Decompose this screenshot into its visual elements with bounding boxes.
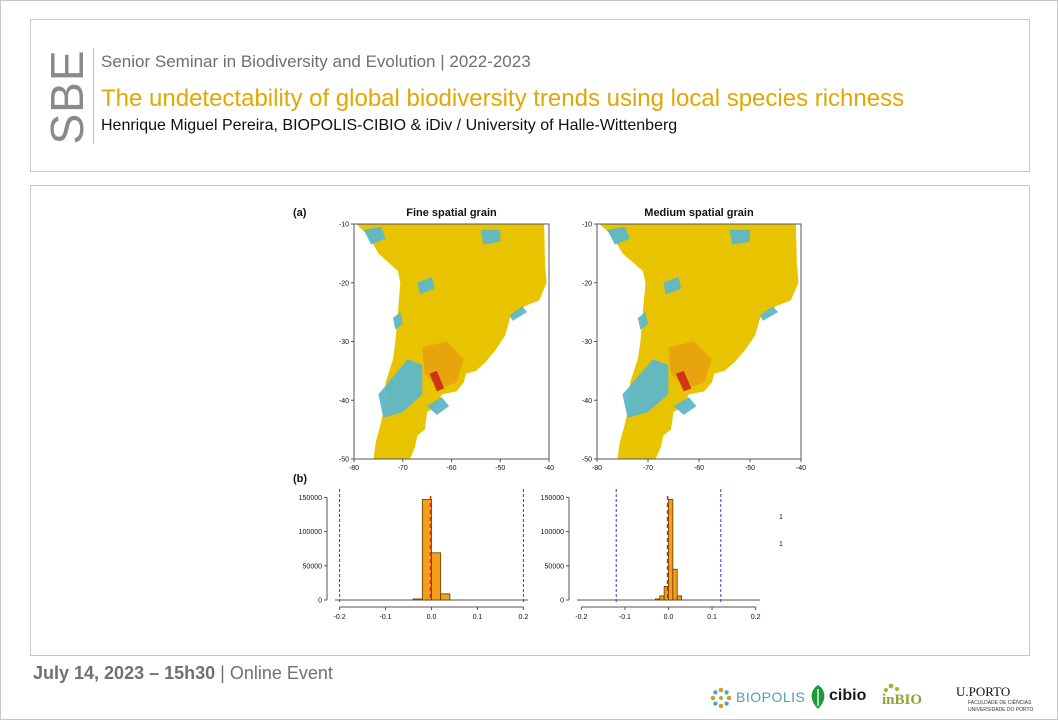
fine-map-y-tick-label: -40 [339,398,349,405]
header-panel: SBE Senior Seminar in Biodiversity and E… [30,19,1030,172]
medium-hist-y-tick-label: 0 [560,598,564,605]
fine-hist-y-tick-label: 0 [318,598,322,605]
fine-map-decline-patch [510,306,528,321]
medium-hist-bar [672,568,678,601]
biopolis-label: BIOPOLIS [736,689,806,705]
medium-map-y-tick-label: -50 [582,457,592,464]
medium-map-decline-patch [729,229,750,245]
medium-map-x-tick-label: -40 [796,465,806,472]
cibio-label: cibio [829,687,867,704]
medium-map-decline-patch [760,306,778,321]
uporto-label: U.PORTO [956,684,1011,699]
fine-map-decline-patch [480,229,501,245]
biopolis-flower-icon [710,687,732,709]
medium-hist-bar [676,595,682,601]
cibio-leaf-icon [811,685,825,709]
uporto-university: UNIVERSIDADE DO PORTO [968,707,1034,713]
medium-hist-y-tick-label: 150000 [541,495,564,502]
figure-svg: Fine spatial grain -80 -70 -60 -50 -40 -10 -20 -… [293,207,806,621]
sbe-logo: SBE [41,45,93,149]
fine-map-x-tick-label: -40 [544,465,554,472]
uporto-faculty: FACULDADE DE CIÊNCIAS [968,700,1032,706]
medium-map-decline-patch [607,226,631,245]
fine-hist-x-tick-label: -0.1 [380,614,392,621]
logo-divider [93,48,94,144]
fine-map-y-tick-label: -10 [339,222,349,229]
fine-map-decline-patch [427,397,450,415]
medium-map-land [597,224,799,459]
medium-hist-x-tick-label: 0.0 [664,614,674,621]
event-date: July 14, 2023 – 15h30 [33,663,216,683]
fine-map-decline-patch [417,276,435,295]
medium-map-y-tick-label: -20 [582,280,592,287]
fine-map-decline-patch [363,226,386,245]
fine-map-decline-patch [393,312,403,330]
side-mark: 1 [779,541,783,548]
medium-map-y-tick-label: -40 [582,398,592,405]
figure-panel: Fine spatial grain -80 -70 -60 -50 -40 -10 -20 -… [30,185,1030,656]
medium-hist-x-tick-label: -0.2 [575,614,587,621]
fine-map-x-tick-label: -80 [349,465,359,472]
fine-map-x-tick-label: -70 [398,465,408,472]
speaker-line: Henrique Miguel Pereira, BIOPOLIS-CIBIO … [101,117,678,134]
event-type: | Online Event [215,663,333,683]
inbio-sprout-icon [884,683,899,692]
fine-map-land [354,224,547,459]
fine-hist-bar [421,499,432,601]
footer-date: July 14, 2023 – 15h30 | Online Event [33,663,333,684]
medium-map-decline-patch [622,359,669,418]
panel-label-b: (b) [293,473,307,485]
fine-hist-y-tick-label: 150000 [299,495,322,502]
medium-map-x-tick-label: -80 [592,465,602,472]
fine-hist-y-tick-label: 50000 [303,563,323,570]
medium-map-decline-patch [663,276,682,295]
medium-map-x-tick-label: -50 [745,465,755,472]
medium-hist-y-tick-label: 50000 [545,563,565,570]
fine-hist-x-tick-label: 0.2 [519,614,529,621]
fine-map-strong-increase-patch [429,370,445,392]
fine-hist-x-tick-label: 0.1 [473,614,483,621]
fine-hist-bar [431,552,442,601]
side-mark: 1 [779,514,783,521]
sbe-logo-text: SBE [41,49,93,145]
uporto-logo: U.PORTO FACULDADE DE CIÊNCIAS UNIVERSIDA… [956,682,1036,716]
cibio-logo: cibio [808,682,872,716]
medium-hist-x-tick-label: -0.1 [619,614,631,621]
panel-label-a: (a) [293,207,307,219]
inbio-label: inBIO [882,692,923,708]
medium-map-y-tick-label: -10 [582,222,592,229]
seminar-title: Senior Seminar in Biodiversity and Evolu… [101,52,531,71]
fine-map-decline-patch [378,359,423,418]
fine-map-y-tick-label: -20 [339,280,349,287]
biopolis-logo: BIOPOLIS [709,682,805,716]
fine-map-x-tick-label: -50 [495,465,505,472]
fine-hist-bar [412,598,423,601]
medium-map-strong-increase-patch [676,370,692,392]
fine-hist-bar [440,593,451,601]
medium-hist-x-tick-label: 0.1 [707,614,717,621]
medium-hist-y-tick-label: 100000 [541,529,564,536]
inbio-logo: inBIO [880,682,936,716]
fine-hist-x-tick-label: 0.0 [427,614,437,621]
fine-map-title: Fine spatial grain [406,207,497,219]
talk-title: The undetectability of global biodiversi… [101,85,905,112]
medium-map-decline-patch [673,397,697,415]
fine-hist-x-tick-label: -0.2 [334,614,346,621]
medium-map-x-tick-label: -60 [694,465,704,472]
medium-hist-bar [659,595,665,601]
medium-map-decline-patch [637,312,648,330]
fine-map-y-tick-label: -30 [339,339,349,346]
fine-map-x-tick-label: -60 [446,465,456,472]
medium-hist-bar [668,499,674,601]
medium-map-x-tick-label: -70 [643,465,653,472]
medium-hist-bar [655,598,661,601]
fine-map-y-tick-label: -50 [339,457,349,464]
medium-map-y-tick-label: -30 [582,339,592,346]
medium-hist-x-tick-label: 0.2 [751,614,761,621]
medium-map-title: Medium spatial grain [644,207,754,219]
fine-hist-y-tick-label: 100000 [299,529,322,536]
